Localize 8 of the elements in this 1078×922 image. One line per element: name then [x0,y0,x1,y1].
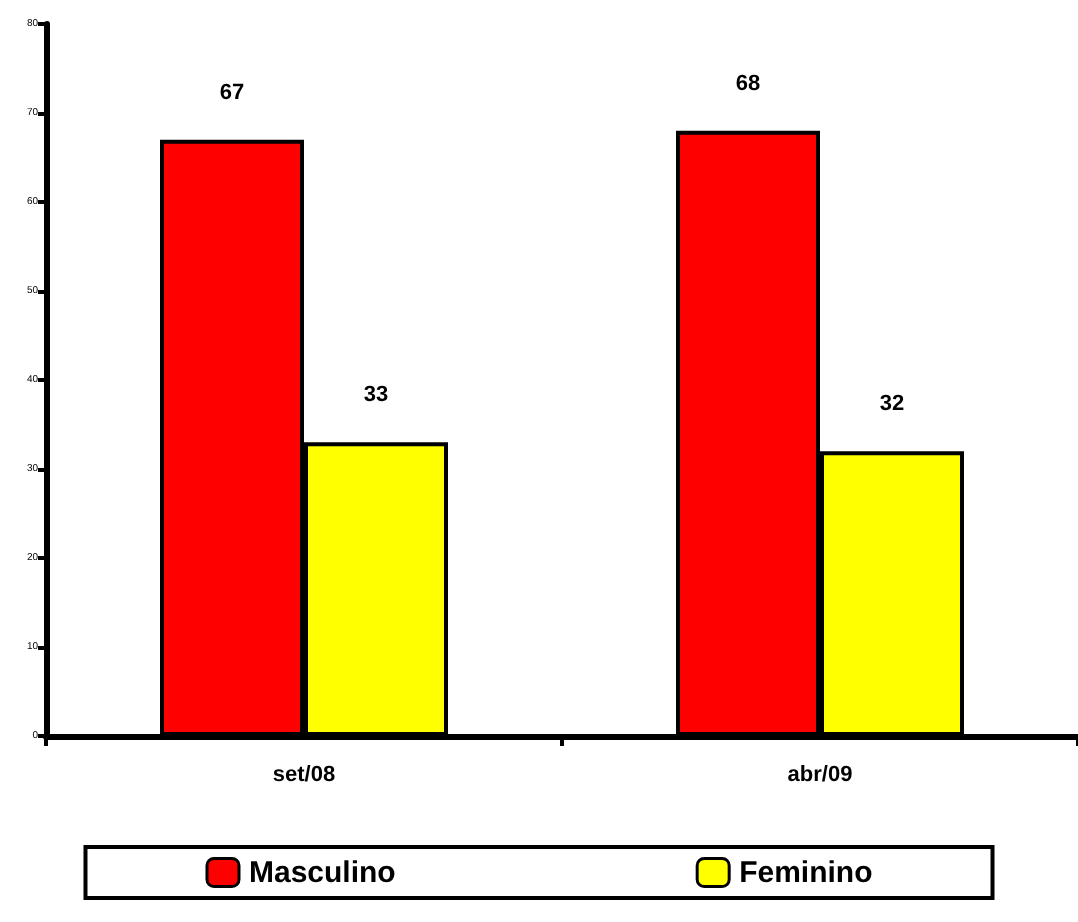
data-label: 67 [219,80,245,105]
x-tick-label: set/08 [272,763,336,787]
legend-label: Feminino [739,855,873,890]
data-label: 33 [363,383,389,408]
data-label: 68 [735,71,761,96]
legend-label: Masculino [248,855,396,890]
data-label: 32 [879,392,905,417]
x-tick-label: abr/09 [787,763,853,787]
